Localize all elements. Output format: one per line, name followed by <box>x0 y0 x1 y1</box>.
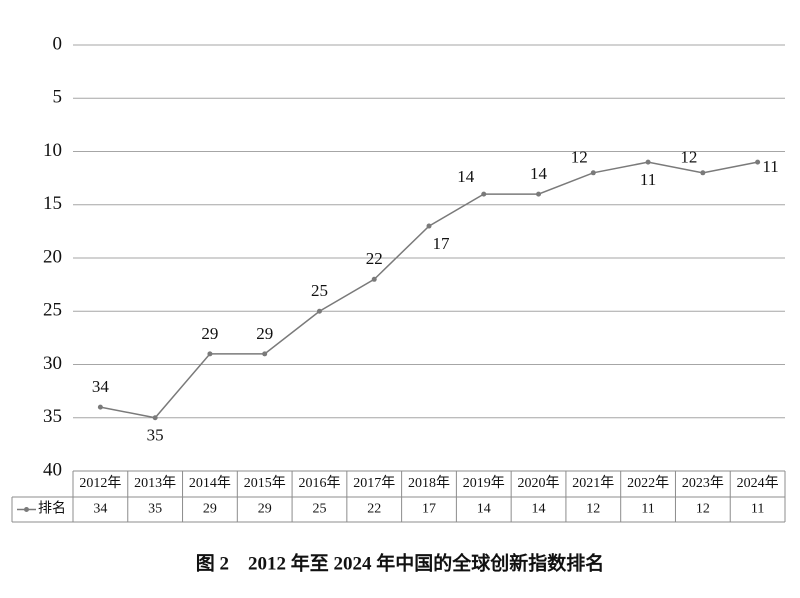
point <box>481 191 487 197</box>
data-label: 14 <box>530 164 548 183</box>
table-value: 29 <box>258 502 272 517</box>
x-tick-label: 2014年 <box>189 475 231 491</box>
y-tick-label: 40 <box>43 459 62 480</box>
x-tick-label: 2012年 <box>79 475 121 491</box>
table-value: 34 <box>93 502 107 517</box>
point <box>207 351 213 357</box>
data-label: 11 <box>640 170 656 189</box>
table-value: 17 <box>422 502 436 517</box>
line <box>100 161 758 419</box>
x-tick-label: 2021年 <box>572 475 614 491</box>
legend-label: 排名 <box>38 501 66 517</box>
data-label: 12 <box>680 148 697 167</box>
table-value: 35 <box>148 502 162 517</box>
point <box>262 351 268 357</box>
y-tick-label: 0 <box>53 33 63 54</box>
point <box>590 170 596 176</box>
data-label: 29 <box>201 324 218 343</box>
data-label: 22 <box>366 249 383 268</box>
x-tick-label: 2019年 <box>463 475 505 491</box>
y-tick-label: 5 <box>53 87 63 108</box>
table-value: 22 <box>367 502 381 517</box>
x-tick-label: 2023年 <box>682 475 724 491</box>
legend-marker <box>24 507 29 512</box>
y-tick-label: 20 <box>43 246 62 267</box>
x-tick-label: 2020年 <box>518 475 560 491</box>
chart-title: 图 2 2012 年至 2024 年中国的全球创新指数排名 <box>196 551 605 574</box>
table-value: 11 <box>751 502 764 517</box>
y-tick-label: 25 <box>43 300 62 321</box>
point <box>152 415 158 421</box>
table-value: 14 <box>477 502 491 517</box>
data-label: 25 <box>311 281 328 300</box>
y-tick-label: 10 <box>43 140 62 161</box>
table-value: 14 <box>532 502 546 517</box>
point <box>645 159 651 165</box>
data-label: 11 <box>762 157 778 176</box>
point <box>316 308 322 314</box>
x-tick-label: 2016年 <box>298 475 340 491</box>
data-label: 35 <box>147 426 164 445</box>
point <box>371 276 377 282</box>
point <box>536 191 542 197</box>
table-value: 11 <box>641 502 654 517</box>
point <box>97 404 103 410</box>
table-value: 12 <box>586 502 600 517</box>
table-value: 29 <box>203 502 217 517</box>
data-label: 14 <box>457 167 475 186</box>
data-label: 34 <box>92 377 110 396</box>
x-tick-label: 2024年 <box>737 475 779 491</box>
x-tick-label: 2015年 <box>244 475 286 491</box>
y-tick-label: 30 <box>43 353 62 374</box>
x-tick-label: 2022年 <box>627 475 669 491</box>
data-label: 12 <box>571 148 588 167</box>
x-tick-label: 2017年 <box>353 475 395 491</box>
x-tick-label: 2013年 <box>134 475 176 491</box>
point <box>426 223 432 229</box>
table-value: 25 <box>312 502 326 517</box>
y-tick-label: 15 <box>43 193 62 214</box>
point <box>755 159 761 165</box>
data-label: 17 <box>433 234 451 253</box>
y-tick-label: 35 <box>43 406 62 427</box>
table-value: 12 <box>696 502 710 517</box>
data-label: 29 <box>256 324 273 343</box>
point <box>700 170 706 176</box>
x-tick-label: 2018年 <box>408 475 450 491</box>
